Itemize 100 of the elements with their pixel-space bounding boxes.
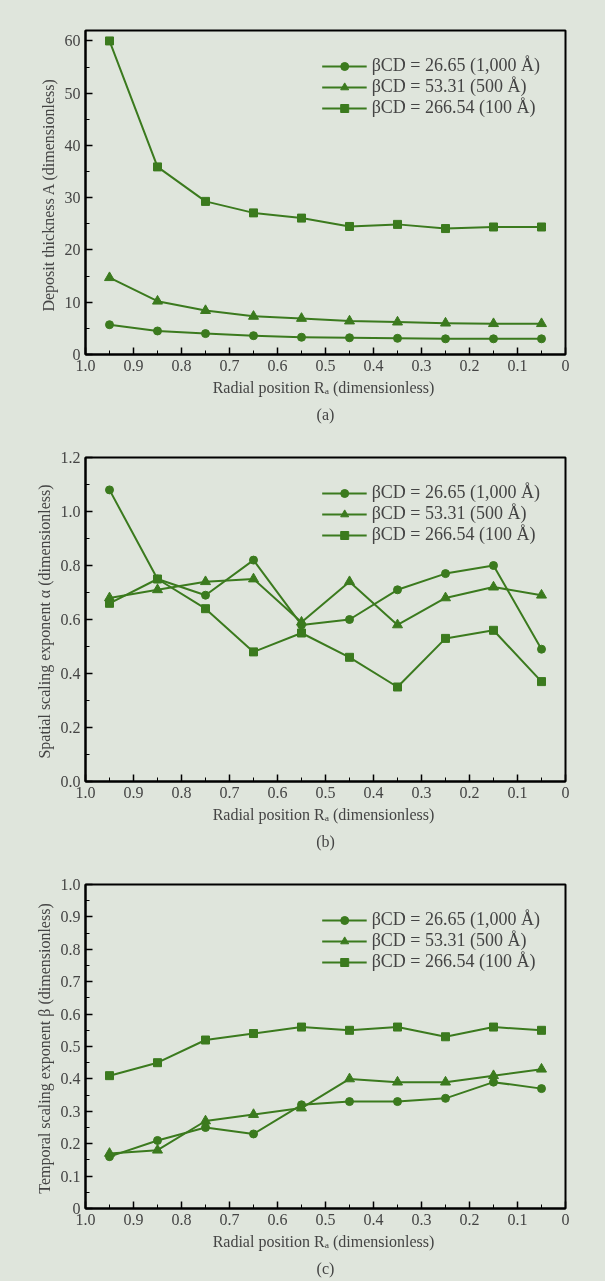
x-tick-label: 0.6 [267,1210,288,1228]
y-tick-label: 1.0 [60,876,81,893]
point [393,682,402,692]
point [345,1025,354,1035]
x-tick-label: 0.9 [123,783,144,801]
y-tick-label: 0.5 [60,1038,81,1055]
x-axis-title: Radial position Rₐ (dimensionless) [212,805,435,824]
point [200,304,211,314]
point [297,213,306,223]
x-tick-label: 0 [561,783,570,801]
y-axis-title: Deposit thickness A (dimensionless) [39,79,58,312]
point [296,312,307,322]
point [249,555,258,565]
legend-label: βCD = 266.54 (100 Å) [371,951,536,972]
legend-label: βCD = 266.54 (100 Å) [371,97,536,118]
point [488,580,499,591]
point [104,1147,115,1157]
y-tick-label: 0.9 [60,908,81,926]
y-tick-label: 0.8 [60,557,81,574]
y-tick-label: 0.4 [60,1070,81,1088]
point [537,644,546,654]
point [536,317,547,328]
point [537,334,546,344]
y-tick-label: 10 [64,293,81,311]
y-tick-label: 0.1 [60,1167,81,1185]
legend-label: βCD = 26.65 (1,000 Å) [371,482,540,503]
point [152,583,163,594]
y-tick-label: 0.2 [60,1135,81,1153]
point [105,320,114,330]
y-tick-label: 0.6 [60,611,81,628]
point [344,1072,355,1083]
x-tick-label: 0.1 [507,1210,528,1228]
point [249,1129,258,1139]
point [393,333,402,343]
point [200,1114,211,1125]
x-tick-label: 0.2 [459,1210,480,1228]
point [200,575,211,586]
x-tick-label: 0.6 [267,356,288,374]
point [248,572,259,583]
x-tick-label: 0.6 [267,783,288,801]
point [489,1022,498,1032]
y-tick-label: 0.6 [60,1005,81,1023]
y-axis-title: Temporal scaling exponent β (dimensionless) [35,903,54,1194]
y-tick-label: 0.8 [60,940,81,958]
point [537,1084,546,1094]
point [440,316,451,327]
x-tick-label: 0.1 [507,783,528,801]
point [297,1022,306,1032]
legend-label: βCD = 53.31 (500 Å) [371,930,527,951]
x-tick-label: 0.8 [171,1210,192,1228]
point [248,310,259,320]
y-tick-label: 0.7 [60,973,81,991]
point [392,618,403,629]
point [441,334,450,344]
x-tick-label: 0 [561,356,570,374]
point [105,1071,114,1081]
x-tick-label: 0.4 [363,356,384,374]
point [201,329,210,339]
point [537,222,546,232]
point [248,1108,259,1118]
x-tick-label: 0.3 [411,1210,432,1228]
y-tick-label: 50 [64,84,81,102]
x-tick-label: 0.5 [315,1210,336,1228]
point [345,615,354,624]
x-axis-title: Radial position Rₐ (dimensionless) [212,378,435,397]
point [441,1093,450,1103]
point [345,333,354,343]
point [345,1097,354,1107]
text: (b) [316,832,335,851]
point [249,331,258,341]
point [344,575,355,586]
point [440,1075,451,1086]
legend-label: βCD = 266.54 (100 Å) [371,524,536,545]
point [249,208,258,218]
point [249,647,258,657]
point [441,1032,450,1042]
x-tick-label: 0.9 [123,356,144,374]
point [201,1035,210,1045]
x-tick-label: 0.4 [363,783,384,801]
x-axis-title: Radial position Rₐ (dimensionless) [212,1232,435,1251]
y-tick-label: 40 [64,136,81,154]
point [201,590,210,600]
y-tick-label: 1.0 [60,503,81,520]
x-tick-label: 0.5 [315,356,336,374]
point [297,332,306,342]
point [393,585,402,595]
text: (a) [316,405,335,424]
y-tick-label: 60 [64,32,81,50]
point [297,628,306,638]
point [153,162,162,172]
point [153,1058,162,1068]
point [393,1097,402,1107]
point [393,219,402,229]
point [488,317,499,328]
point [489,561,498,570]
point [536,1062,547,1073]
point [296,615,307,626]
point [441,569,450,579]
point [488,1069,499,1080]
x-tick-label: 0.5 [315,783,336,801]
